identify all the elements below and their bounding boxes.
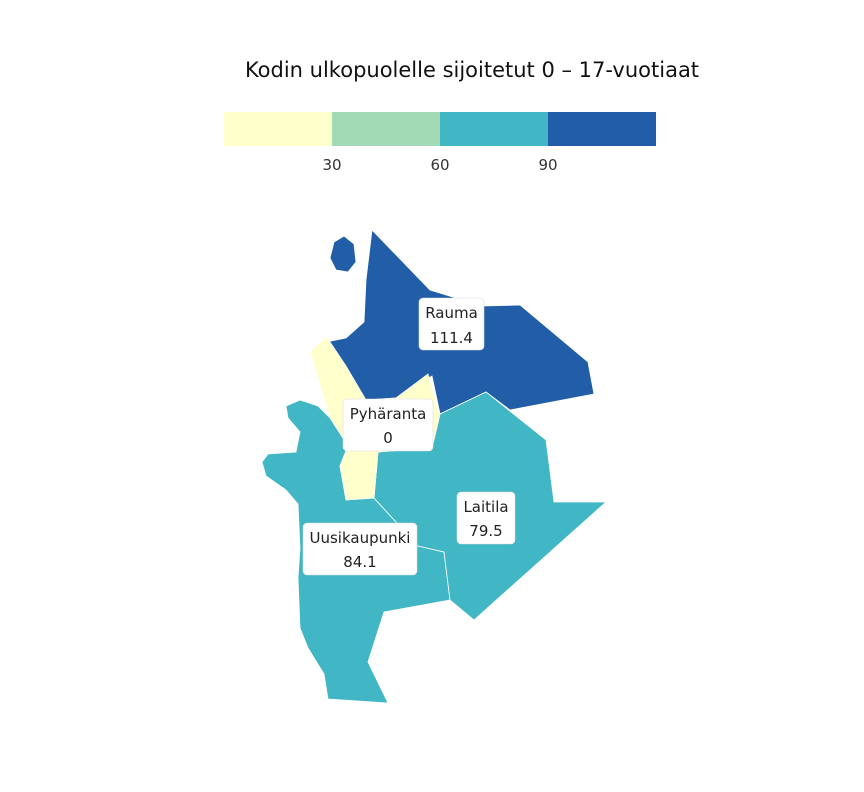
region-labels: Rauma 111.4 Pyhäranta 0 Laitila 79.5 Uus… (302, 297, 516, 576)
legend-bin-3 (440, 112, 548, 146)
label-uusikaupunki-value: 84.1 (343, 553, 376, 571)
legend-tick-60: 60 (430, 156, 449, 174)
label-laitila-name: Laitila (463, 498, 508, 516)
legend-bin-2 (332, 112, 440, 146)
label-pyharanta-value: 0 (383, 429, 393, 447)
legend-bin-4 (548, 112, 656, 146)
label-rauma-name: Rauma (425, 304, 478, 322)
label-laitila: Laitila 79.5 (456, 491, 516, 545)
legend-tick-90: 90 (538, 156, 557, 174)
region-rauma-island[interactable] (329, 235, 357, 273)
label-pyharanta: Pyhäranta 0 (342, 398, 434, 452)
label-laitila-value: 79.5 (469, 522, 502, 540)
legend-tick-30: 30 (322, 156, 341, 174)
label-pyharanta-name: Pyhäranta (350, 405, 427, 423)
label-uusikaupunki: Uusikaupunki 84.1 (302, 522, 418, 576)
legend-bin-1 (224, 112, 332, 146)
label-uusikaupunki-name: Uusikaupunki (310, 529, 411, 547)
label-rauma: Rauma 111.4 (418, 297, 485, 351)
map-title: Kodin ulkopuolelle sijoitetut 0 – 17-vuo… (245, 58, 699, 82)
color-legend: 30 60 90 (224, 112, 656, 174)
label-rauma-value: 111.4 (430, 329, 473, 347)
